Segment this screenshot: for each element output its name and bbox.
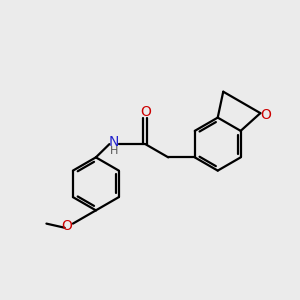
- Text: O: O: [140, 105, 151, 119]
- Text: O: O: [61, 219, 72, 233]
- Text: N: N: [109, 135, 119, 149]
- Text: H: H: [110, 146, 118, 156]
- Text: O: O: [260, 108, 271, 122]
